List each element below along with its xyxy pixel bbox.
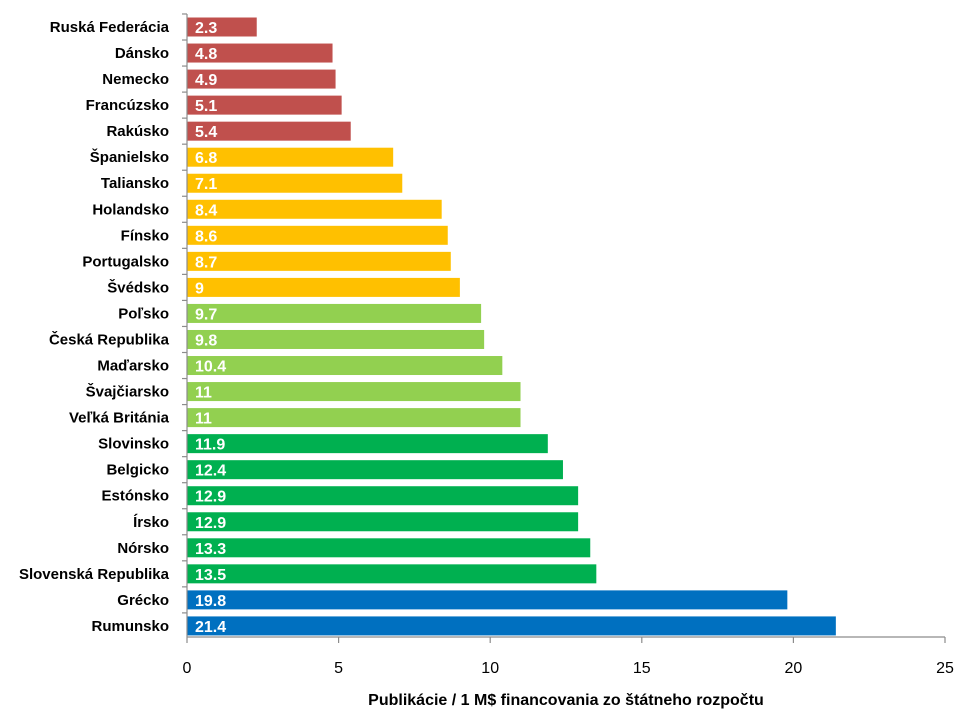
bar	[187, 329, 485, 349]
value-label: 4.9	[195, 72, 217, 89]
category-label: Poľsko	[118, 305, 169, 322]
value-label: 19.8	[195, 593, 226, 610]
value-labels-group: 2.3 4.8 4.9 5.1 5.4 6.8 7.1 8.4 8.6 8.7 9 9.7 9.8 10.…	[195, 20, 226, 636]
bar	[187, 17, 257, 37]
x-tick-label: 5	[334, 660, 343, 677]
category-label: Maďarsko	[97, 358, 169, 375]
category-label: Fínsko	[121, 227, 169, 244]
value-label: 9.8	[195, 332, 217, 349]
x-axis-title: Publikácie / 1 M$ financovania zo štátne…	[368, 692, 764, 709]
bar	[187, 303, 482, 323]
bar	[187, 434, 548, 454]
category-label: Grécko	[117, 592, 169, 609]
value-label: 8.6	[195, 228, 217, 245]
value-label: 9	[195, 280, 204, 297]
bar	[187, 251, 451, 271]
category-label: Rumunsko	[91, 618, 169, 635]
value-label: 5.1	[195, 98, 217, 115]
bar	[187, 277, 460, 297]
value-label: 10.4	[195, 359, 226, 376]
category-label: Ruská Federácia	[50, 19, 170, 36]
bar	[187, 356, 503, 376]
bar	[187, 590, 788, 610]
category-label: Estónsko	[101, 488, 169, 505]
bar	[187, 616, 836, 636]
value-label: 2.3	[195, 20, 217, 37]
bar	[187, 564, 597, 584]
x-ticks-group: 0 5 10 15 20 25	[183, 637, 954, 677]
bar	[187, 95, 342, 115]
category-label: Švajčiarsko	[86, 383, 169, 401]
bar	[187, 69, 336, 89]
category-label: Portugalsko	[82, 253, 169, 270]
category-label: Holandsko	[92, 201, 169, 218]
category-label: Írsko	[133, 514, 169, 531]
bar	[187, 382, 521, 402]
value-label: 21.4	[195, 619, 226, 636]
bar	[187, 121, 351, 141]
category-label: Švédsko	[107, 278, 169, 296]
category-label: Slovenská Republika	[19, 566, 170, 583]
value-label: 11	[195, 411, 212, 428]
bar	[187, 225, 448, 245]
value-label: 12.4	[195, 463, 226, 480]
x-tick-label: 15	[633, 660, 651, 677]
category-label: Španielsko	[90, 148, 169, 166]
value-label: 13.5	[195, 567, 226, 584]
bar	[187, 43, 333, 63]
bar	[187, 199, 442, 219]
category-label: Taliansko	[101, 175, 169, 192]
value-label: 4.8	[195, 46, 217, 63]
value-label: 13.3	[195, 541, 226, 558]
value-label: 7.1	[195, 176, 217, 193]
x-tick-label: 20	[785, 660, 803, 677]
x-tick-label: 10	[481, 660, 499, 677]
category-label: Nemecko	[102, 71, 169, 88]
category-label: Rakúsko	[106, 123, 169, 140]
value-label: 11.9	[195, 437, 225, 454]
x-tick-label: 25	[936, 660, 954, 677]
category-label: Česká Republika	[49, 330, 170, 348]
bars-group	[187, 17, 836, 636]
value-label: 11	[195, 385, 212, 402]
value-label: 5.4	[195, 124, 217, 141]
value-label: 8.7	[195, 254, 217, 271]
bar	[187, 460, 563, 480]
bar	[187, 512, 579, 532]
category-label: Francúzsko	[86, 97, 169, 114]
category-label: Nórsko	[117, 540, 169, 557]
value-label: 6.8	[195, 150, 217, 167]
value-label: 8.4	[195, 202, 217, 219]
bar	[187, 486, 579, 506]
value-label: 12.9	[195, 515, 226, 532]
bar	[187, 147, 394, 167]
category-label: Dánsko	[115, 45, 169, 62]
x-tick-label: 0	[183, 660, 192, 677]
bar	[187, 538, 591, 558]
category-labels-group: Ruská Federácia Dánsko Nemecko Francúzsko Ra…	[19, 13, 187, 635]
bar	[187, 173, 403, 193]
value-label: 12.9	[195, 489, 226, 506]
category-label: Veľká Británia	[69, 410, 170, 427]
value-label: 9.7	[195, 306, 217, 323]
category-label: Belgicko	[106, 462, 169, 479]
bar	[187, 408, 521, 428]
category-label: Slovinsko	[98, 436, 169, 453]
